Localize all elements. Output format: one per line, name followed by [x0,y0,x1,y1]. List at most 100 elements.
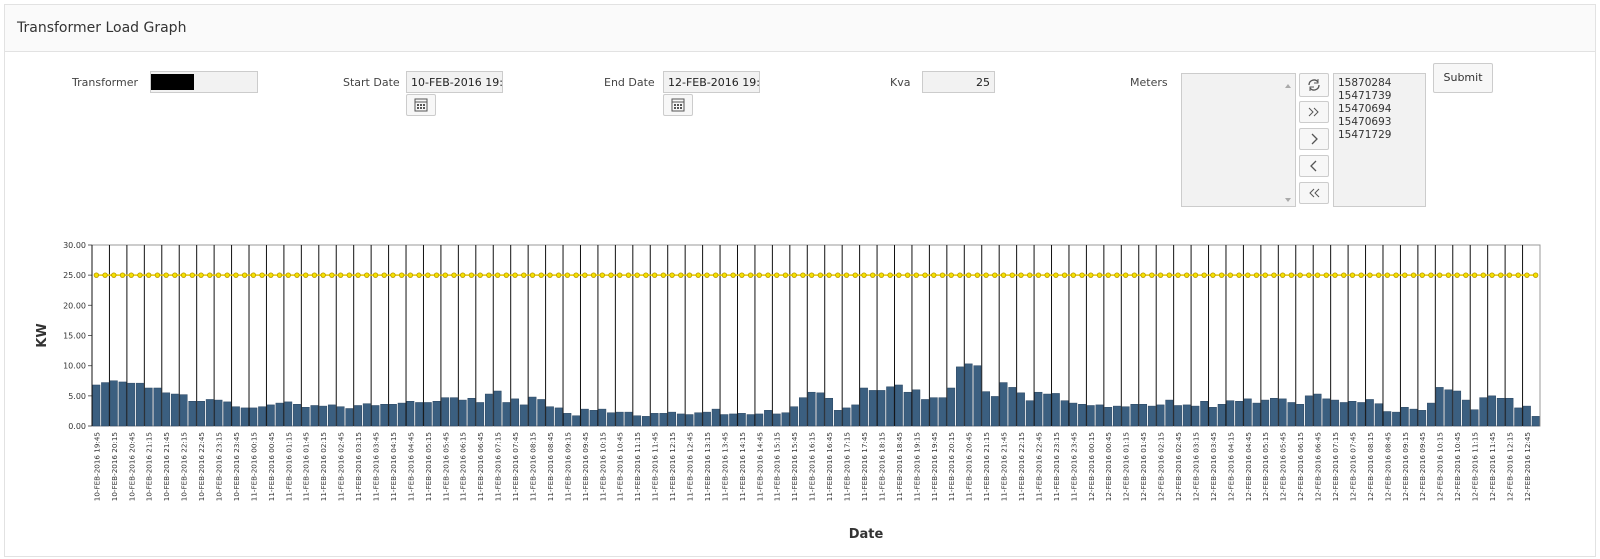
kva-marker [451,272,457,278]
x-tick-label: 12-FEB-2016 07:45 [1348,432,1357,501]
x-tick-label: 11-FEB-2016 19:15 [912,432,921,501]
kva-marker [660,272,667,278]
meter-option[interactable]: 15870284 [1338,77,1392,89]
bar [598,408,607,427]
kva-marker [617,272,623,278]
kva-marker [904,272,911,278]
meter-option[interactable]: 15471729 [1338,129,1392,141]
kva-marker [1436,272,1443,278]
kva-marker [721,272,728,278]
kva-marker [1419,272,1425,278]
calendar-button[interactable] [663,94,693,116]
bar [921,399,929,427]
x-tick-label: 11-FEB-2016 08:15 [529,432,538,501]
kva-marker [739,272,745,278]
kva-marker [1218,272,1225,278]
kva-marker [486,272,492,278]
bar [118,381,127,427]
kva-marker [817,272,824,278]
kva-marker [625,272,632,278]
move-all-button[interactable] [1299,101,1329,123]
kva-marker [1471,272,1478,278]
kva-marker [1140,272,1146,278]
start-date-input[interactable]: 10-FEB-2016 19:44 [406,71,503,93]
bar [589,410,598,427]
kva-marker [398,272,405,278]
kva-marker [1306,272,1312,278]
bar [1270,397,1278,427]
bar [240,407,249,427]
submit-button[interactable]: Submit [1433,63,1493,93]
kva-input[interactable]: 25 [922,71,995,93]
kva-marker [791,272,797,278]
bar [1514,407,1523,427]
kva-marker [704,272,710,278]
kva-marker [529,272,536,278]
kva-marker [303,272,309,278]
bar [1060,400,1069,427]
kva-marker [198,272,204,278]
reset-button[interactable] [1299,73,1329,97]
bar [1453,390,1462,427]
y-tick-label: 15.00 [63,332,86,341]
kva-marker [268,272,274,278]
remove-all-button[interactable] [1299,182,1329,204]
bar [310,405,319,427]
kva-marker [172,272,178,278]
bar [1374,403,1383,427]
x-tick-label: 12-FEB-2016 00:15 [1087,432,1096,501]
bar [92,384,101,427]
x-tick-label: 11-FEB-2016 14:15 [738,432,747,501]
bar [1069,402,1078,427]
x-tick-label: 12-FEB-2016 02:45 [1174,432,1183,501]
kva-marker [878,272,885,278]
start-date-label: Start Date [343,76,400,89]
kva-marker [503,272,510,278]
bar [886,386,895,427]
move-button[interactable] [1299,128,1329,150]
kva-marker [948,272,954,278]
bar [1383,411,1392,427]
x-tick-label: 12-FEB-2016 09:15 [1401,432,1410,501]
meter-option[interactable]: 15470693 [1338,116,1392,128]
calendar-button[interactable] [406,94,436,116]
kva-marker [1515,272,1521,278]
panel: Transformer Load Graph [4,4,1596,557]
bar [519,404,528,427]
bar [685,414,694,427]
bar [563,413,572,427]
x-tick-label: 11-FEB-2016 02:45 [337,432,346,501]
bar [484,393,493,427]
kva-marker [1096,272,1103,278]
kva-marker [329,272,335,278]
x-tick-label: 12-FEB-2016 10:45 [1453,432,1462,501]
bar [729,413,738,427]
end-date-input[interactable]: 12-FEB-2016 19:44 [663,71,760,93]
selected-meters[interactable]: 15870284 15471739 15470694 15470693 15471729 [1333,73,1426,207]
x-tick-label: 12-FEB-2016 04:45 [1244,432,1253,501]
transformer-input[interactable] [150,71,258,93]
bar [1488,395,1496,427]
bar [205,399,214,427]
transformer-label: Transformer [72,76,139,89]
kva-marker [189,272,196,278]
bar [1331,399,1339,427]
bar [1139,404,1148,427]
kva-marker [1297,272,1303,278]
bar [380,404,389,427]
kva-marker [887,272,893,278]
x-tick-label: 11-FEB-2016 11:15 [633,432,642,501]
bar [615,411,624,427]
bar [1182,404,1191,427]
kva-marker [730,272,736,278]
available-meters[interactable] [1181,73,1296,207]
y-tick-label: 10.00 [63,362,86,371]
bar [894,384,903,427]
x-tick-label: 10-FEB-2016 20:15 [110,432,119,501]
bar [964,363,973,427]
kva-marker [1445,272,1452,278]
bar [127,382,136,427]
meter-option[interactable]: 15470694 [1338,103,1392,115]
remove-button[interactable] [1299,155,1329,177]
meter-option[interactable]: 15471739 [1338,90,1392,102]
